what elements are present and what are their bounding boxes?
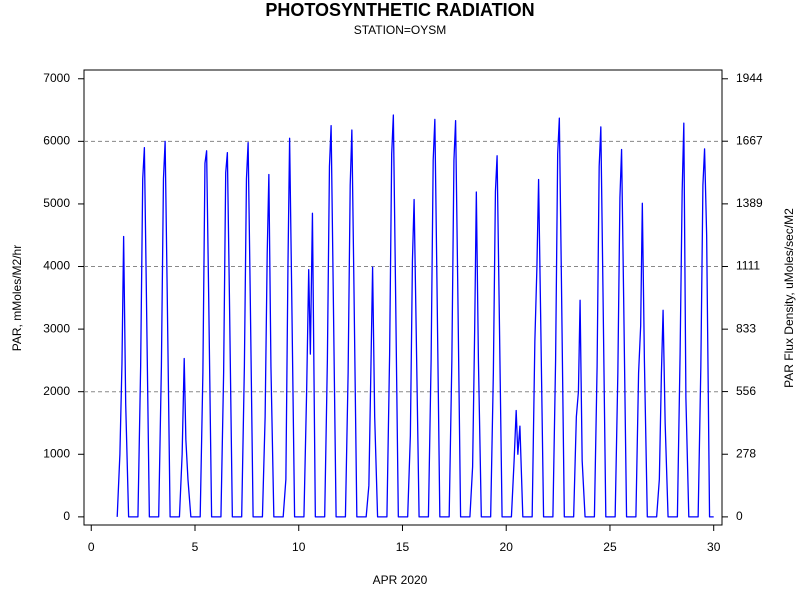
y2-tick-label: 278 <box>736 446 756 460</box>
x-tick-label: 5 <box>192 540 199 554</box>
x-tick-label: 30 <box>707 540 721 554</box>
y2-tick-label: 0 <box>736 509 743 523</box>
y2-tick-label: 1667 <box>736 133 763 147</box>
y2-tick-label: 1389 <box>736 196 763 210</box>
x-tick-label: 15 <box>396 540 410 554</box>
chart-subtitle: STATION=OYSM <box>354 23 447 37</box>
y-tick-label: 7000 <box>43 71 70 85</box>
y-tick-label: 3000 <box>43 321 70 335</box>
y-axis-label: PAR, mMoles/M2/hr <box>10 245 24 351</box>
x-tick-label: 0 <box>88 540 95 554</box>
y2-tick-label: 556 <box>736 384 756 398</box>
y-tick-label: 6000 <box>43 134 70 148</box>
y-tick-label: 1000 <box>43 446 70 460</box>
x-tick-label: 25 <box>603 540 617 554</box>
y2-axis-label: PAR Flux Density, uMoles/sec/M2 <box>782 208 796 388</box>
y-tick-label: 2000 <box>43 384 70 398</box>
data-line <box>116 114 714 518</box>
x-tick-label: 20 <box>500 540 514 554</box>
y-tick-label: 5000 <box>43 196 70 210</box>
y-tick-label: 0 <box>63 509 70 523</box>
chart-title: PHOTOSYNTHETIC RADIATION <box>265 0 534 20</box>
x-axis-label: APR 2020 <box>373 573 428 587</box>
y2-tick-label: 833 <box>736 321 756 335</box>
y2-tick-label: 1944 <box>736 71 763 85</box>
y-tick-label: 4000 <box>43 259 70 273</box>
x-tick-label: 10 <box>292 540 306 554</box>
plot-frame <box>83 69 723 526</box>
y2-tick-label: 1111 <box>736 259 760 273</box>
